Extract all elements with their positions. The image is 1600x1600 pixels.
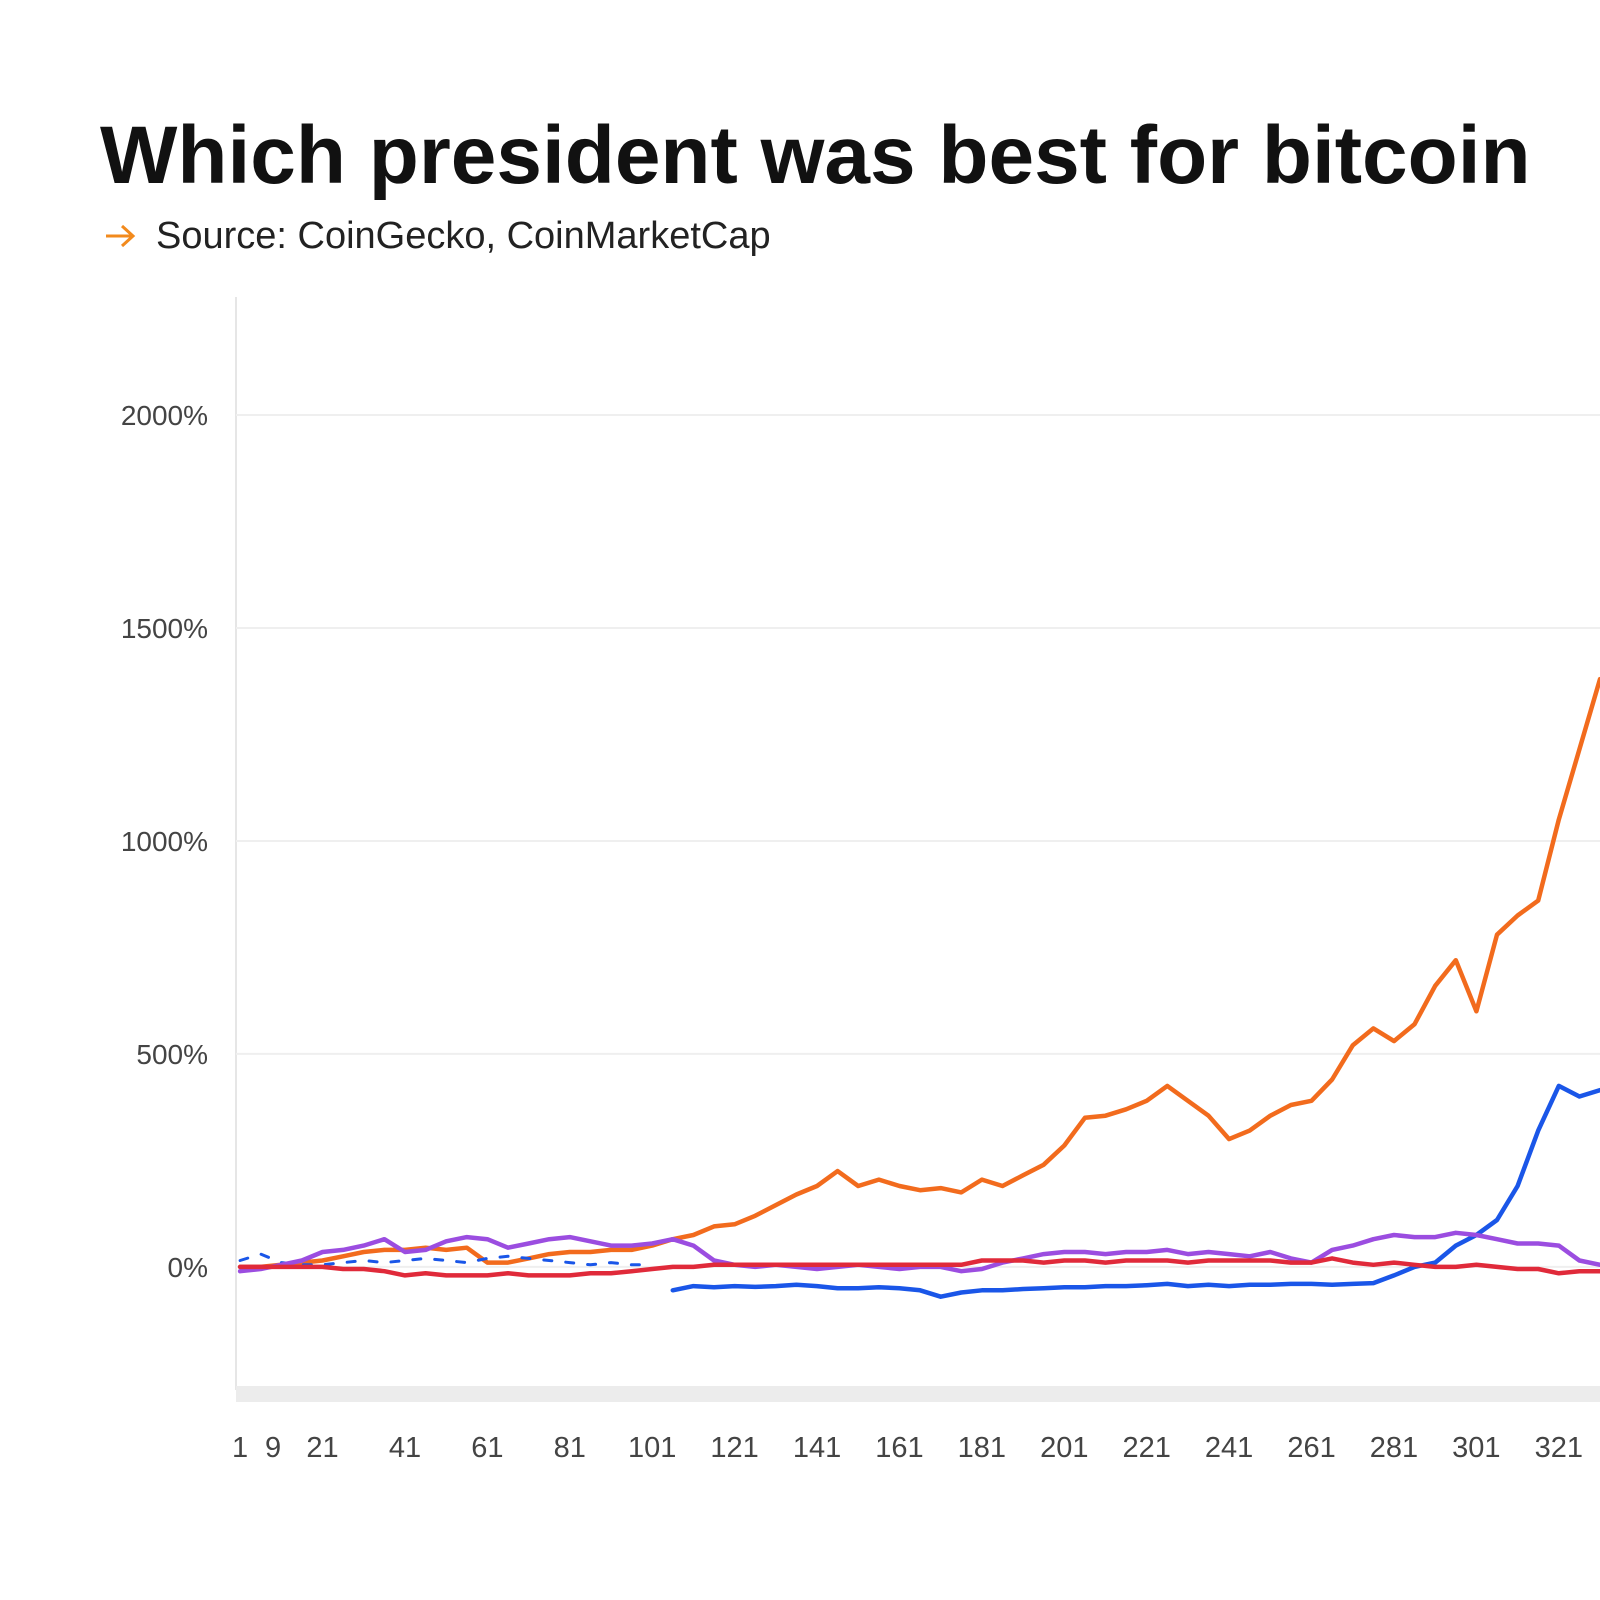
x-tick-label: 301 bbox=[1452, 1432, 1500, 1464]
x-tick-label: 61 bbox=[471, 1432, 503, 1464]
x-tick-label: 281 bbox=[1370, 1432, 1418, 1464]
x-tick-label: 1 bbox=[232, 1432, 248, 1464]
x-tick-label: 101 bbox=[628, 1432, 676, 1464]
x-tick-label: 181 bbox=[958, 1432, 1006, 1464]
series-line bbox=[237, 676, 1600, 1270]
y-tick-label: 500% bbox=[136, 1039, 208, 1070]
series-line bbox=[670, 1083, 1600, 1299]
y-tick-label: 1500% bbox=[121, 613, 208, 644]
x-tick-label: 41 bbox=[389, 1432, 421, 1464]
x-axis-band bbox=[236, 1386, 1600, 1402]
y-tick-label: 1000% bbox=[121, 826, 208, 857]
x-tick-label: 321 bbox=[1535, 1432, 1583, 1464]
x-tick-label: 121 bbox=[710, 1432, 758, 1464]
x-tick-label: 9 bbox=[265, 1432, 281, 1464]
series-line bbox=[237, 1256, 1600, 1278]
x-tick-label: 261 bbox=[1287, 1432, 1335, 1464]
chart-title: Which president was best for bitcoin bbox=[100, 110, 1531, 201]
x-tick-label: 161 bbox=[875, 1432, 923, 1464]
y-tick-label: 2000% bbox=[121, 400, 208, 431]
x-tick-label: 241 bbox=[1205, 1432, 1253, 1464]
x-tick-label: 21 bbox=[306, 1432, 338, 1464]
subtitle-arrow bbox=[106, 224, 136, 248]
x-tick-label: 201 bbox=[1040, 1432, 1088, 1464]
x-tick-label: 81 bbox=[554, 1432, 586, 1464]
y-tick-label: 0% bbox=[168, 1252, 208, 1283]
x-tick-label: 141 bbox=[793, 1432, 841, 1464]
x-tick-label: 221 bbox=[1123, 1432, 1171, 1464]
chart-subtitle: Source: CoinGecko, CoinMarketCap bbox=[156, 215, 771, 257]
